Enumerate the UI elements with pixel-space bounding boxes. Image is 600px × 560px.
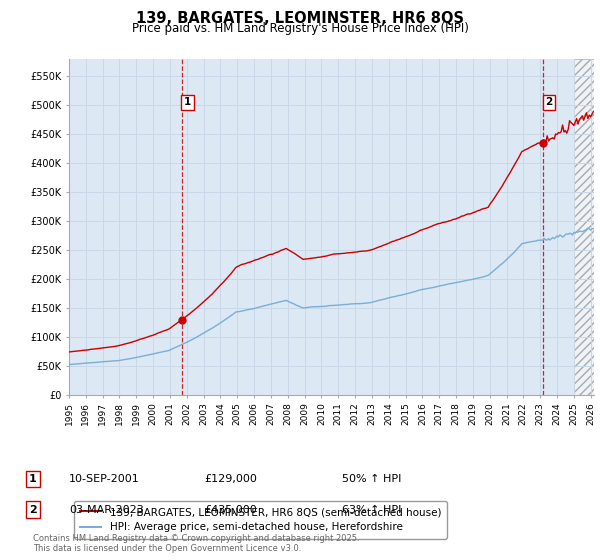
Text: 63% ↑ HPI: 63% ↑ HPI bbox=[342, 505, 401, 515]
Text: 50% ↑ HPI: 50% ↑ HPI bbox=[342, 474, 401, 484]
Text: 2: 2 bbox=[545, 97, 553, 108]
Text: 139, BARGATES, LEOMINSTER, HR6 8QS: 139, BARGATES, LEOMINSTER, HR6 8QS bbox=[136, 11, 464, 26]
Text: 2: 2 bbox=[29, 505, 37, 515]
Legend: 139, BARGATES, LEOMINSTER, HR6 8QS (semi-detached house), HPI: Average price, se: 139, BARGATES, LEOMINSTER, HR6 8QS (semi… bbox=[74, 501, 448, 539]
Text: 10-SEP-2001: 10-SEP-2001 bbox=[69, 474, 140, 484]
Text: 1: 1 bbox=[184, 97, 191, 108]
Text: £435,000: £435,000 bbox=[204, 505, 257, 515]
Text: Contains HM Land Registry data © Crown copyright and database right 2025.
This d: Contains HM Land Registry data © Crown c… bbox=[33, 534, 359, 553]
Text: Price paid vs. HM Land Registry's House Price Index (HPI): Price paid vs. HM Land Registry's House … bbox=[131, 22, 469, 35]
Bar bbox=[574, 59, 594, 395]
Text: 1: 1 bbox=[29, 474, 37, 484]
Bar bbox=[574, 59, 594, 395]
Text: £129,000: £129,000 bbox=[204, 474, 257, 484]
Text: 03-MAR-2023: 03-MAR-2023 bbox=[69, 505, 144, 515]
